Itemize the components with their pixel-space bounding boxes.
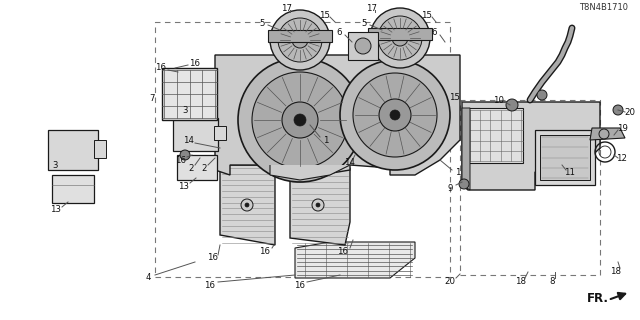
Text: 16: 16: [205, 281, 216, 290]
Text: 15: 15: [449, 92, 461, 101]
Circle shape: [278, 18, 322, 62]
Circle shape: [379, 99, 411, 131]
Text: 3: 3: [182, 106, 188, 115]
Text: 5: 5: [259, 19, 265, 28]
Circle shape: [316, 203, 320, 207]
Text: 20: 20: [625, 108, 636, 116]
Bar: [173, 118, 218, 151]
Text: 6: 6: [336, 28, 342, 36]
Text: 2: 2: [201, 164, 207, 172]
Circle shape: [392, 30, 408, 46]
Text: 18: 18: [611, 268, 621, 276]
Text: 15: 15: [422, 11, 433, 20]
Bar: [155, 22, 450, 277]
Bar: [162, 68, 217, 120]
Circle shape: [459, 179, 469, 189]
Text: 2: 2: [188, 164, 194, 172]
Circle shape: [241, 199, 253, 211]
Text: 15: 15: [319, 11, 330, 20]
Text: 13: 13: [51, 205, 61, 214]
Bar: [268, 30, 332, 42]
Text: 16: 16: [189, 59, 200, 68]
Bar: [52, 175, 94, 203]
Polygon shape: [290, 168, 350, 245]
Text: 16: 16: [207, 253, 218, 262]
Circle shape: [353, 73, 437, 157]
Text: 11: 11: [564, 167, 575, 177]
Text: 8: 8: [549, 277, 555, 286]
Circle shape: [270, 10, 330, 70]
Circle shape: [340, 60, 450, 170]
Text: 19: 19: [616, 124, 627, 132]
Text: 18: 18: [515, 277, 527, 286]
Circle shape: [378, 16, 422, 60]
Bar: [535, 130, 595, 185]
Text: 20: 20: [445, 277, 456, 286]
Polygon shape: [270, 165, 350, 180]
Circle shape: [245, 203, 249, 207]
Circle shape: [180, 150, 190, 160]
Circle shape: [370, 8, 430, 68]
Bar: [177, 155, 217, 180]
Circle shape: [294, 114, 306, 126]
Text: 14: 14: [344, 157, 355, 166]
Text: 16: 16: [175, 156, 186, 164]
Text: 1: 1: [455, 167, 461, 177]
Text: 1: 1: [323, 135, 329, 145]
Text: 17: 17: [367, 4, 378, 12]
Polygon shape: [215, 55, 460, 175]
Polygon shape: [462, 102, 600, 190]
Circle shape: [613, 105, 623, 115]
Circle shape: [537, 90, 547, 100]
Text: 17: 17: [282, 4, 292, 12]
Bar: [214, 126, 226, 140]
Text: 14: 14: [184, 135, 195, 145]
Text: 16: 16: [156, 62, 166, 71]
Text: T8N4B1710: T8N4B1710: [579, 3, 628, 12]
Text: 4: 4: [145, 274, 151, 283]
Text: 12: 12: [616, 154, 627, 163]
Bar: [48, 130, 98, 170]
Polygon shape: [220, 165, 275, 245]
Text: 13: 13: [179, 181, 189, 190]
Bar: [348, 32, 378, 60]
Bar: [368, 28, 432, 40]
Circle shape: [312, 199, 324, 211]
Circle shape: [238, 58, 362, 182]
Circle shape: [292, 32, 308, 48]
Text: 10: 10: [493, 95, 504, 105]
Text: 7: 7: [149, 93, 155, 102]
Polygon shape: [462, 108, 470, 190]
Text: 9: 9: [447, 183, 452, 193]
Text: 5: 5: [361, 19, 367, 28]
Circle shape: [390, 110, 400, 120]
Circle shape: [506, 99, 518, 111]
Bar: [540, 135, 590, 180]
Bar: [94, 140, 106, 158]
Text: 16: 16: [259, 246, 271, 255]
Text: FR.: FR.: [587, 292, 609, 305]
Circle shape: [252, 72, 348, 168]
Bar: [460, 100, 600, 275]
Text: 16: 16: [337, 247, 349, 257]
Text: 16: 16: [294, 281, 305, 290]
Polygon shape: [590, 128, 625, 140]
Bar: [468, 108, 523, 163]
Circle shape: [282, 102, 318, 138]
Text: 3: 3: [52, 161, 58, 170]
Polygon shape: [295, 242, 415, 278]
Text: 6: 6: [431, 28, 436, 36]
Circle shape: [355, 38, 371, 54]
